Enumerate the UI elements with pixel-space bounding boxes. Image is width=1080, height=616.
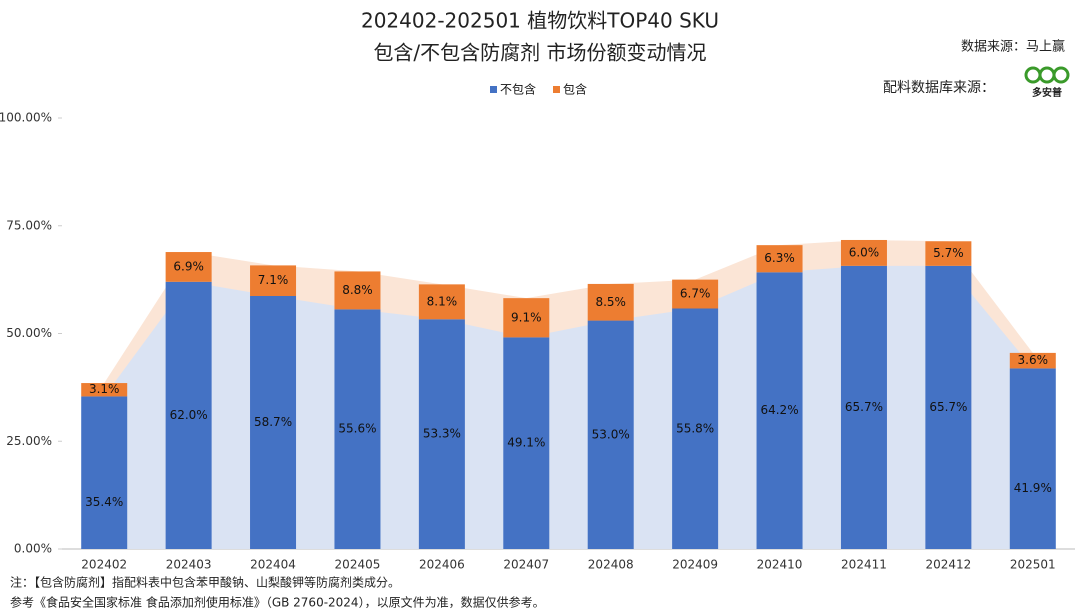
x-tick-label: 202409 bbox=[672, 558, 718, 572]
bar-segment bbox=[925, 265, 972, 549]
logo bbox=[1024, 66, 1070, 84]
note: 注：【包含防腐剂】指配料表中包含苯甲酸钠、山梨酸钾等防腐剂类成分。 bbox=[10, 575, 400, 590]
bar-segment bbox=[503, 298, 550, 338]
source: 数据来源：马上赢 bbox=[961, 39, 1065, 55]
y-tick-label: 75.00% bbox=[6, 218, 52, 232]
value-label: 35.4% bbox=[85, 495, 123, 509]
value-label: 6.7% bbox=[680, 287, 711, 301]
value-label: 55.6% bbox=[338, 422, 376, 436]
value-label: 7.1% bbox=[258, 273, 289, 287]
legend-swatch bbox=[553, 86, 560, 93]
bar-segment bbox=[334, 271, 381, 310]
x-tick-label: 202403 bbox=[166, 558, 212, 572]
bar-segment bbox=[587, 320, 634, 549]
y-tick-label: 0.00% bbox=[14, 542, 52, 556]
x-tick-label: 202412 bbox=[925, 558, 971, 572]
chart-title: 202402-202501 植物饮料TOP40 SKU bbox=[361, 9, 719, 33]
x-tick-label: 202406 bbox=[419, 558, 465, 572]
bar-segment bbox=[81, 383, 128, 397]
x-tick-label: 202411 bbox=[841, 558, 887, 572]
bar-segment bbox=[756, 245, 803, 273]
value-label: 8.5% bbox=[595, 295, 626, 309]
bar-segment bbox=[756, 272, 803, 549]
value-label: 3.1% bbox=[89, 382, 120, 396]
value-label: 62.0% bbox=[170, 408, 208, 422]
value-label: 8.1% bbox=[427, 294, 458, 308]
value-label: 64.2% bbox=[760, 403, 798, 417]
x-tick-label: 202410 bbox=[757, 558, 803, 572]
bar-segment bbox=[250, 296, 297, 549]
bar-segment bbox=[165, 252, 212, 282]
bar-segment bbox=[1009, 352, 1056, 369]
bar-segment bbox=[587, 283, 634, 321]
ingredient-source: 配料数据库来源： bbox=[883, 80, 995, 96]
value-label: 8.8% bbox=[342, 283, 373, 297]
value-label: 6.3% bbox=[764, 251, 795, 265]
legend-label: 不包含 bbox=[500, 82, 536, 97]
legend-label: 包含 bbox=[563, 82, 587, 97]
x-tick-label: 202407 bbox=[503, 558, 549, 572]
value-label: 53.3% bbox=[423, 427, 461, 441]
bar-segment bbox=[250, 265, 297, 297]
bar-segment bbox=[334, 309, 381, 549]
y-tick-label: 25.00% bbox=[6, 434, 52, 448]
y-tick-label: 100.00% bbox=[0, 111, 52, 125]
bar-segment bbox=[418, 319, 465, 549]
value-label: 49.1% bbox=[507, 436, 545, 450]
value-label: 41.9% bbox=[1014, 481, 1052, 495]
bar-segment bbox=[672, 279, 719, 309]
logo-text: 多安普 bbox=[1032, 86, 1062, 99]
bar-segment bbox=[672, 308, 719, 549]
value-label: 65.7% bbox=[845, 400, 883, 414]
chart-subtitle: 包含/不包含防腐剂 市场份额变动情况 bbox=[373, 41, 706, 65]
bar-segment bbox=[1009, 368, 1056, 549]
note: 参考《食品安全国家标准 食品添加剂使用标准》（GB 2760-2024），以原文… bbox=[10, 595, 545, 610]
x-tick-label: 202402 bbox=[81, 558, 127, 572]
bar-segment bbox=[81, 396, 128, 549]
bar-segment bbox=[165, 281, 212, 549]
bar-segment bbox=[503, 337, 550, 549]
value-label: 6.9% bbox=[173, 259, 204, 273]
bar-segment bbox=[840, 239, 887, 266]
x-tick-label: 202408 bbox=[588, 558, 634, 572]
x-tick-label: 202404 bbox=[250, 558, 296, 572]
bar-segment bbox=[840, 265, 887, 549]
value-label: 5.7% bbox=[933, 246, 964, 260]
value-label: 6.0% bbox=[849, 245, 880, 259]
x-tick-label: 202405 bbox=[335, 558, 381, 572]
x-tick-label: 202501 bbox=[1010, 558, 1056, 572]
bar-segment bbox=[418, 284, 465, 320]
value-label: 3.6% bbox=[1018, 353, 1049, 367]
legend-swatch bbox=[490, 86, 497, 93]
y-tick-label: 50.00% bbox=[6, 326, 52, 340]
value-label: 65.7% bbox=[929, 400, 967, 414]
bar-segment bbox=[925, 241, 972, 266]
value-label: 55.8% bbox=[676, 421, 714, 435]
value-label: 9.1% bbox=[511, 310, 542, 324]
value-label: 58.7% bbox=[254, 415, 292, 429]
value-label: 53.0% bbox=[592, 427, 630, 441]
